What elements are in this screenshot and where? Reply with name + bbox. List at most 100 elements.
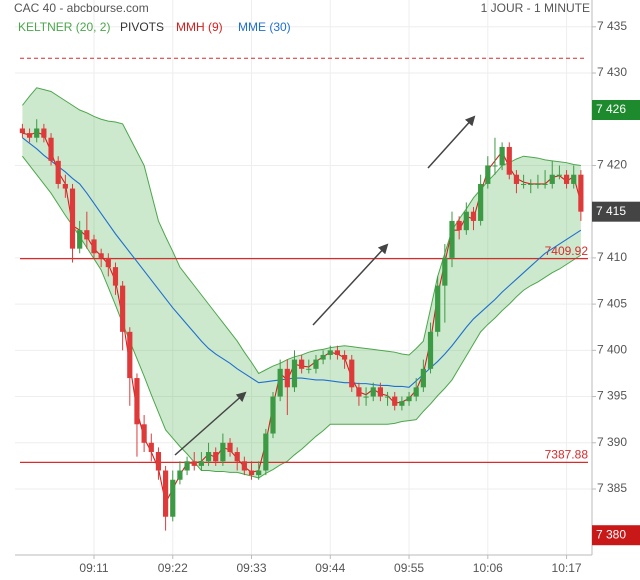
price-marker (592, 525, 640, 546)
candle-body (456, 220, 462, 231)
candle-body (549, 174, 555, 184)
candle-body (349, 359, 355, 388)
candle-body (542, 183, 548, 185)
candle-body (306, 368, 312, 370)
candle-body (26, 133, 33, 138)
candle-body (241, 461, 247, 471)
x-tick-label: 09:44 (315, 561, 345, 575)
candle-body (48, 137, 54, 161)
x-tick-label: 10:06 (473, 561, 503, 575)
candle-body (578, 174, 584, 212)
x-tick-label: 10:17 (552, 561, 582, 575)
arrow (427, 115, 476, 169)
chart-subtitle: 1 JOUR - 1 MINUTE (481, 1, 590, 15)
legend-item: PIVOTS (120, 20, 164, 34)
candle-body (492, 165, 498, 167)
candle-body (234, 452, 240, 462)
candle-body (377, 387, 383, 397)
candle-body (535, 183, 541, 185)
candle-body (227, 442, 233, 453)
candle-body (77, 230, 83, 249)
candle-body (191, 461, 197, 466)
candle-body (299, 359, 305, 369)
candle-body (506, 146, 512, 175)
price-marker-label: 7 415 (596, 204, 626, 218)
price-marker (592, 201, 640, 222)
candle-body (342, 354, 348, 360)
candle-body (399, 401, 405, 406)
chart-title: CAC 40 - abcbourse.com (14, 1, 149, 15)
candle-body (435, 285, 441, 332)
candle-body (320, 354, 326, 360)
legend-item: MME (30) (238, 20, 291, 34)
candle-body (177, 470, 183, 480)
candle-body (420, 368, 426, 388)
price-line-label: 7387.88 (545, 448, 589, 462)
legend-item: KELTNER (20, 2) (18, 20, 110, 34)
candle-body (112, 267, 119, 286)
arrow (312, 243, 389, 326)
keltner-lower (22, 155, 582, 479)
ma-line (22, 137, 582, 388)
candle-body (291, 359, 298, 388)
candle-body (198, 461, 204, 466)
price-line-label: 7409.92 (545, 244, 589, 258)
candle-body (556, 174, 562, 176)
candle-body (34, 128, 40, 138)
candle-body (263, 433, 269, 471)
candle-body (19, 128, 25, 134)
y-tick-label: 7 385 (597, 481, 627, 495)
candle-body (370, 387, 376, 397)
y-tick-label: 7 435 (597, 19, 627, 33)
candle-body (84, 230, 90, 240)
y-tick-label: 7 430 (597, 65, 627, 79)
candle-body (127, 331, 133, 379)
candle-body (256, 470, 262, 476)
candle-body (163, 470, 169, 517)
candle-body (334, 350, 341, 355)
axes: CAC 40 - abcbourse.com 1 JOUR - 1 MINUTE… (14, 0, 640, 575)
candle-body (69, 188, 76, 249)
candle-body (327, 350, 333, 355)
candle-body (170, 479, 176, 517)
candle-body (248, 470, 255, 476)
arrow (174, 391, 247, 456)
candle-body (485, 165, 491, 184)
candle-body (313, 359, 319, 369)
candle-body (148, 442, 154, 453)
y-tick-label: 7 420 (597, 158, 627, 172)
y-tick-label: 7 395 (597, 389, 627, 403)
candle-body (427, 331, 434, 369)
candle-body (213, 452, 219, 462)
candle-body (184, 461, 190, 471)
candle-body (356, 387, 362, 397)
candle-body (470, 211, 477, 221)
candle-body (363, 396, 369, 398)
x-tick-label: 09:11 (79, 561, 108, 575)
candle-body (571, 174, 577, 184)
candle-body (277, 368, 283, 397)
y-tick-label: 7 400 (597, 343, 627, 357)
candle-body (105, 257, 111, 268)
candle-body (528, 183, 534, 185)
y-tick-label: 7 405 (597, 296, 627, 310)
y-tick-label: 7 390 (597, 435, 627, 449)
x-tick-label: 09:55 (394, 561, 424, 575)
candle-body (384, 396, 391, 398)
candle-body (220, 442, 226, 462)
x-tick-label: 09:33 (237, 561, 267, 575)
x-tick-label: 09:22 (158, 561, 188, 575)
price-marker (592, 100, 640, 121)
candle-body (499, 146, 505, 166)
candle-body (284, 368, 290, 388)
keltner-fill (22, 87, 581, 478)
candle-body (120, 285, 126, 332)
y-tick-label: 7 410 (597, 250, 627, 264)
candle-body (270, 396, 276, 434)
candle-body (478, 183, 484, 221)
candle-body (463, 211, 469, 231)
candle-body (513, 174, 520, 184)
legend-item: MMH (9) (176, 20, 223, 34)
candle-body (141, 424, 147, 443)
